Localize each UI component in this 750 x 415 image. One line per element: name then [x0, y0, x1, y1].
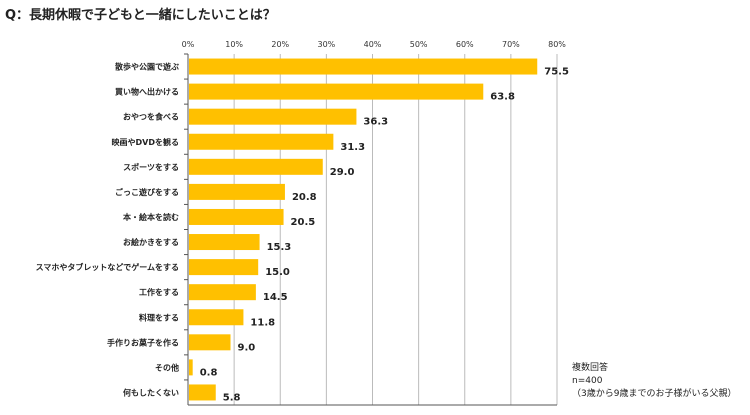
bar: [189, 208, 284, 225]
x-tick-label: 50%: [410, 40, 428, 49]
category-label: 料理をする: [139, 312, 179, 322]
data-label: 14.5: [263, 292, 288, 303]
data-label: 0.8: [200, 367, 218, 378]
bar: [189, 384, 216, 401]
bar: [189, 133, 334, 150]
x-tick-label: 10%: [225, 40, 243, 49]
category-label: おやつを食べる: [123, 112, 179, 122]
x-tick-label: 30%: [317, 40, 335, 49]
x-tick-label: 40%: [364, 40, 382, 49]
x-tick-label: 80%: [548, 40, 566, 49]
category-label: スマホやタブレットなどでゲームをする: [36, 262, 179, 272]
data-label: 11.8: [250, 317, 275, 328]
category-label: 買い物へ出かける: [115, 87, 179, 97]
bar: [189, 108, 357, 125]
data-label: 31.3: [340, 142, 365, 153]
chart-title: Q：長期休暇で子どもと一緒にしたいことは？: [5, 8, 276, 23]
data-label: 63.8: [490, 92, 515, 103]
note-multiple-answers: 複数回答: [572, 363, 609, 373]
category-label: 映画やDVDを観る: [112, 137, 179, 147]
category-label: 散歩や公園で遊ぶ: [115, 62, 179, 72]
data-label: 15.3: [267, 242, 292, 253]
bar: [189, 58, 538, 75]
survey-note: 複数回答 n=400 （3歳から9歳までのお子様がいる父親）: [572, 362, 736, 401]
x-tick-label: 70%: [502, 40, 520, 49]
note-respondents: （3歳から9歳までのお子様がいる父親）: [572, 389, 737, 399]
category-label: お絵かきをする: [123, 237, 179, 247]
category-label: 本・絵本を読む: [122, 212, 179, 222]
category-label: その他: [155, 362, 179, 372]
category-label: 工作をする: [139, 287, 179, 297]
bar: [189, 309, 244, 326]
data-label: 29.0: [330, 167, 355, 178]
bar: [189, 234, 260, 251]
data-label: 36.3: [363, 117, 388, 128]
bar: [189, 158, 323, 175]
data-label: 9.0: [238, 342, 256, 353]
bar: [189, 334, 231, 351]
data-label: 5.8: [223, 392, 241, 403]
bar: [189, 83, 484, 100]
data-label: 75.5: [544, 67, 569, 78]
bar: [189, 359, 193, 376]
category-label: 何もしたくない: [123, 387, 179, 397]
x-tick-label: 60%: [456, 40, 474, 49]
x-tick-label: 0%: [182, 40, 195, 49]
x-tick-label: 20%: [271, 40, 289, 49]
data-label: 20.5: [291, 217, 316, 228]
data-label: 15.0: [265, 267, 290, 278]
bar: [189, 284, 256, 301]
category-label: ごっこ遊びをする: [115, 187, 179, 197]
category-label: 手作りお菓子を作る: [107, 337, 179, 347]
data-label: 20.8: [292, 192, 317, 203]
bar: [189, 259, 259, 276]
category-label: スポーツをする: [123, 162, 179, 172]
bar: [189, 183, 285, 200]
note-sample-size: n=400: [572, 376, 603, 386]
